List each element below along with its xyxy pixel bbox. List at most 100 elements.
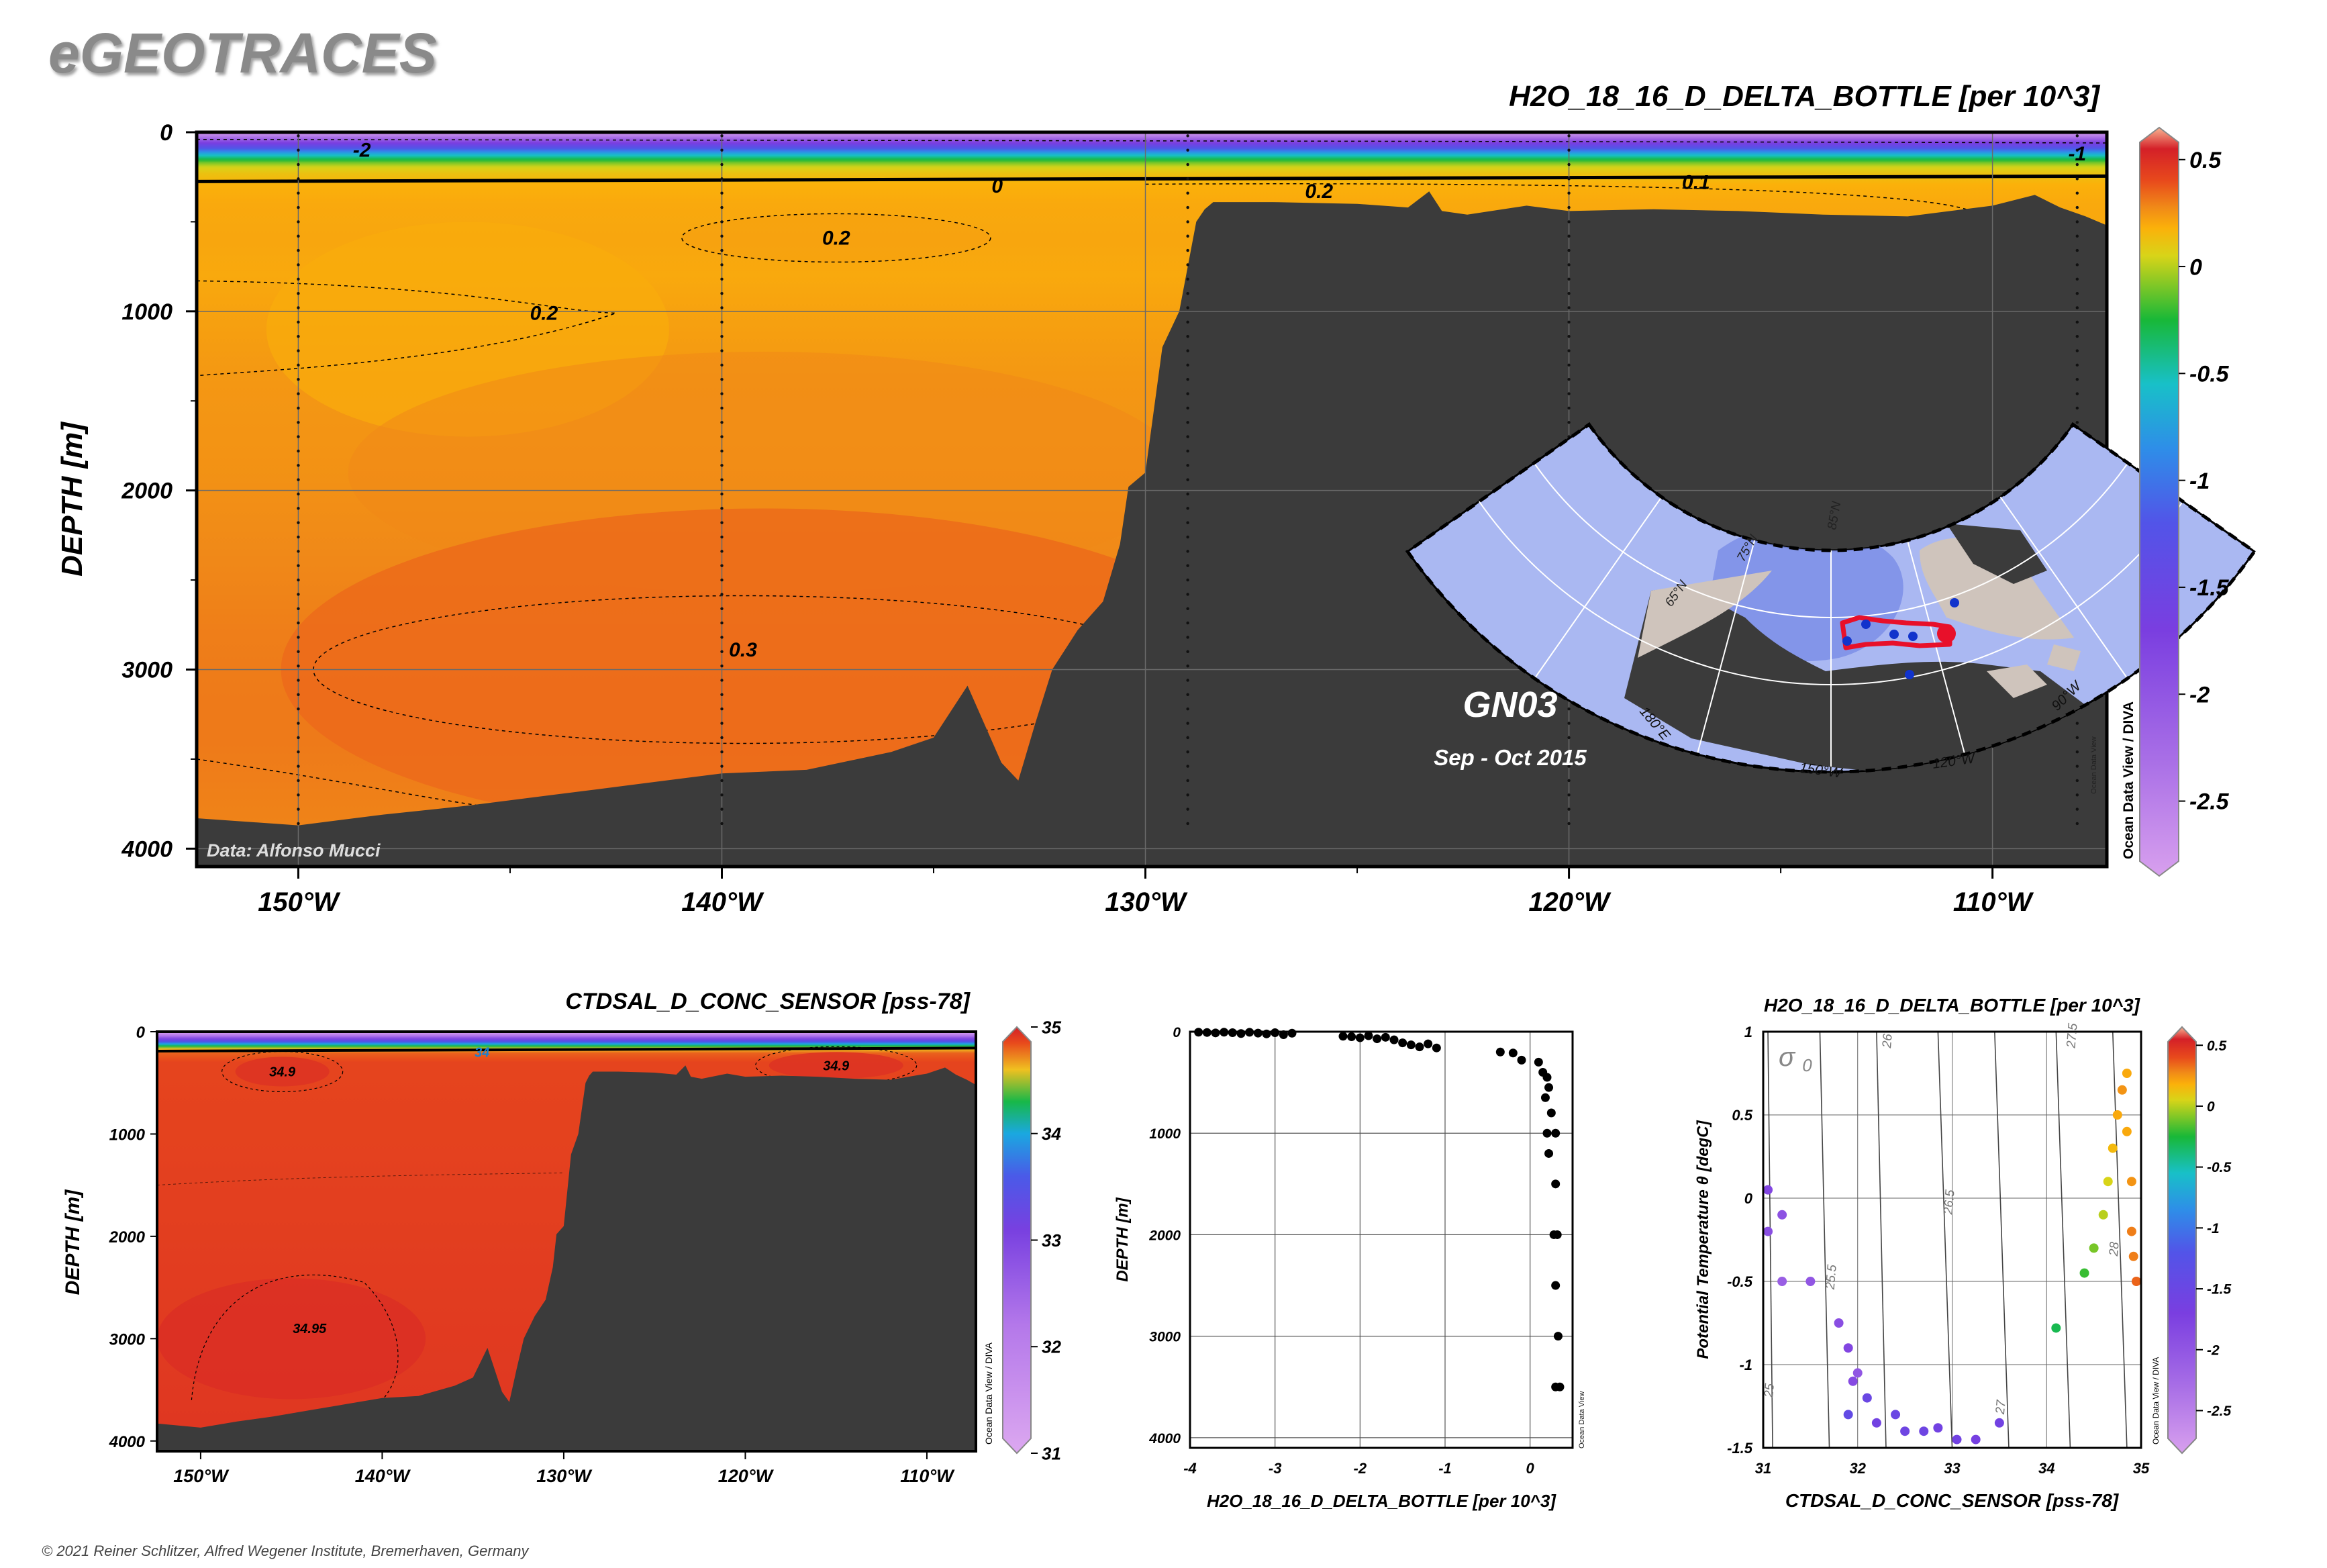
station-sample xyxy=(297,765,300,768)
field-shallow-core xyxy=(681,213,991,262)
salinity-section-x-axis: 150°W 140°W 130°W 120°W 110°W xyxy=(173,1451,955,1486)
station-sample xyxy=(1567,722,1571,725)
station-sample xyxy=(2075,822,2079,826)
x-tick-label: 31 xyxy=(1755,1460,1771,1477)
colorbar-tick-label: -2 xyxy=(2207,1342,2220,1358)
station-sample xyxy=(720,134,724,138)
salinity-contour-label: 34 xyxy=(475,1045,489,1060)
ts-y-axis: 1 0.5 0 -0.5 -1 -1.5 xyxy=(1727,1024,1753,1457)
ts-point xyxy=(2128,1251,2138,1261)
ts-point xyxy=(1777,1210,1787,1220)
ts-point xyxy=(2126,1177,2136,1187)
station-sample xyxy=(1186,750,1189,754)
y-tick-label: 3000 xyxy=(121,657,172,683)
station-sample xyxy=(1186,148,1189,152)
graticule-longitude xyxy=(1999,496,2128,679)
ts-watermark: Ocean Data View / DIVA xyxy=(2151,1357,2161,1444)
ts-sigma-label: σ 0 xyxy=(1779,1042,1812,1075)
y-tick-label: 0.5 xyxy=(1732,1107,1752,1124)
y-tick-label: 4000 xyxy=(109,1433,146,1451)
salinity-section-plot: 34 34.9 34.9 34.95 150°W 140°W 130°W 120°W 110°… xyxy=(62,1024,977,1486)
station-sample xyxy=(297,421,300,424)
station-sample xyxy=(1186,664,1189,668)
y-tick-label: 2000 xyxy=(121,479,172,504)
ts-point xyxy=(1891,1410,1901,1420)
profile-point xyxy=(1279,1030,1288,1040)
station-sample xyxy=(2075,277,2079,281)
profile-point xyxy=(1544,1148,1554,1158)
station-sample xyxy=(2075,722,2079,725)
salinity-deep-core xyxy=(157,1278,426,1400)
inset-map-station xyxy=(1950,598,1959,607)
ts-point xyxy=(2117,1085,2127,1095)
ts-isopycnal-line xyxy=(2055,1032,2071,1448)
inset-map-canadian-islands xyxy=(1987,644,2081,698)
main-section-plot: -2 0 0.2 0.2 0.2 0.1 0.3 -1 150°W 140°W 130°W 120°… xyxy=(56,120,2257,917)
contour-label: 0.1 xyxy=(1682,172,1710,194)
ts-x-axis: 31 32 33 34 35 xyxy=(1755,1460,2150,1477)
contour-point-one xyxy=(1145,183,1972,212)
ts-point xyxy=(1843,1410,1853,1420)
station-sample xyxy=(297,464,300,467)
station-sample xyxy=(720,765,724,768)
inset-map-alaska-land xyxy=(1624,589,2094,773)
station-sample xyxy=(1567,793,1571,797)
station-sample xyxy=(1186,478,1189,481)
cruise-date: Sep - Oct 2015 xyxy=(1434,745,1587,770)
copyright-footer: © 2021 Reiner Schlitzer, Alfred Wegener … xyxy=(42,1542,530,1559)
station-sample xyxy=(1567,421,1571,424)
colorbar-tick-label: -0.5 xyxy=(2189,362,2230,387)
station-sample xyxy=(720,507,724,510)
station-sample xyxy=(1186,535,1189,539)
ts-point xyxy=(2103,1177,2113,1187)
station-sample xyxy=(297,478,300,481)
x-tick-label: 150°W xyxy=(258,887,341,917)
inset-map-station xyxy=(1889,630,1899,639)
station-sample xyxy=(1567,707,1571,711)
station-sample xyxy=(1186,765,1189,768)
ts-x-label: CTDSAL_D_CONC_SENSOR [pss-78] xyxy=(1785,1490,2120,1511)
station-sample xyxy=(1186,177,1189,181)
station-sample xyxy=(1186,707,1189,711)
station-sample xyxy=(720,349,724,352)
y-tick-label: 0 xyxy=(160,120,172,146)
ts-point xyxy=(1862,1393,1872,1403)
station-sample xyxy=(720,392,724,395)
ts-plot-title: H2O_18_16_D_DELTA_BOTTLE [per 10^3] xyxy=(1764,995,2141,1016)
profile-points xyxy=(1194,1028,1565,1391)
station-sample xyxy=(1567,291,1571,295)
profile-point xyxy=(1406,1040,1416,1050)
station-sample xyxy=(2075,306,2079,309)
profile-point xyxy=(1553,1332,1563,1341)
station-sample xyxy=(1186,291,1189,295)
contour-label: 0.2 xyxy=(1305,181,1333,203)
ts-point xyxy=(1919,1426,1929,1436)
colorbar-tick-label: -2 xyxy=(2189,682,2210,707)
profile-point xyxy=(1347,1032,1356,1042)
y-tick-label: 3000 xyxy=(109,1330,146,1349)
ts-point xyxy=(1834,1318,1844,1328)
station-sample xyxy=(297,449,300,453)
station-sample xyxy=(1567,277,1571,281)
salinity-core-west xyxy=(235,1057,330,1087)
x-tick-label: 33 xyxy=(1944,1460,1960,1477)
ts-point xyxy=(2126,1226,2136,1236)
salinity-section-title: CTDSAL_D_CONC_SENSOR [pss-78] xyxy=(565,989,971,1014)
station-sample xyxy=(1567,306,1571,309)
station-sample xyxy=(297,750,300,754)
station-sample xyxy=(297,435,300,438)
brand-logo: eGEOTRACES xyxy=(48,21,437,85)
station-sample xyxy=(720,722,724,725)
profile-point xyxy=(1287,1028,1297,1038)
profile-point xyxy=(1194,1028,1203,1037)
x-tick-label: 34 xyxy=(2038,1460,2054,1477)
station-sample xyxy=(297,406,300,410)
station-sample xyxy=(720,177,724,181)
x-tick-label: 140°W xyxy=(355,1466,411,1486)
station-sample xyxy=(1186,492,1189,496)
station-sample xyxy=(1567,822,1571,826)
y-tick-label: 1 xyxy=(1744,1024,1752,1040)
station-sample xyxy=(1186,464,1189,467)
salinity-section-contours xyxy=(157,1046,976,1401)
station-sample xyxy=(720,779,724,783)
